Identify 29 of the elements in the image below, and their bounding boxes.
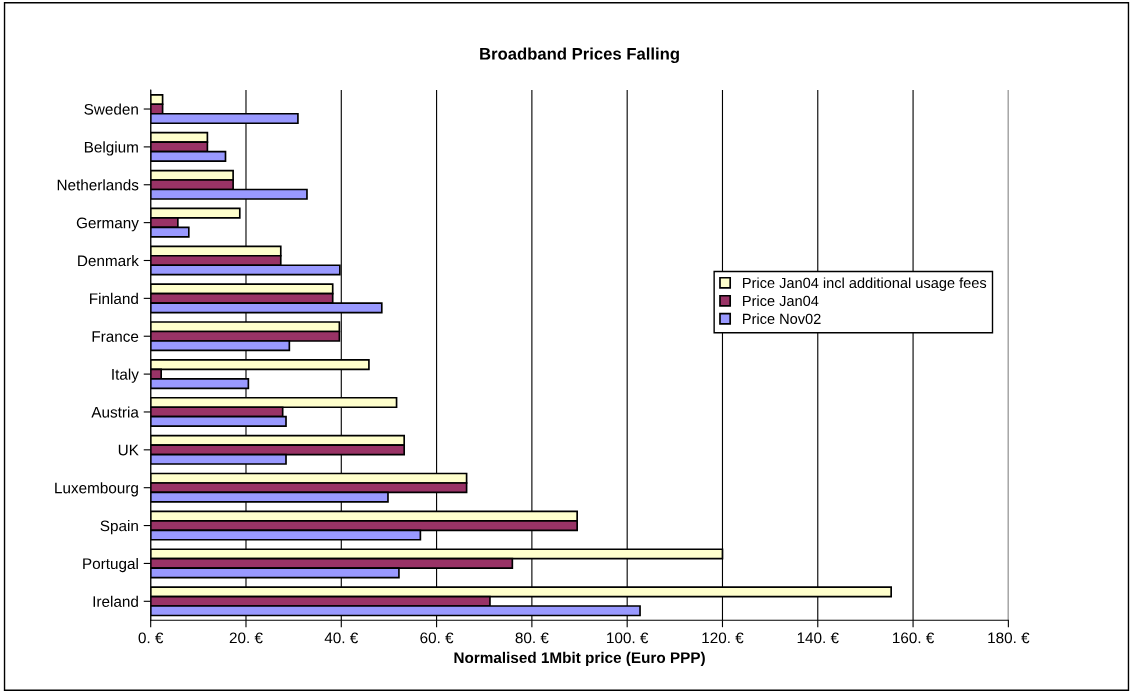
y-tick-label: Finland	[90, 292, 138, 305]
y-tick-label: France	[92, 331, 139, 342]
x-tick-label: 120. €	[702, 632, 744, 644]
legend-label: Price Jan04 incl additional usage fees	[743, 277, 987, 291]
legend-label: Price Jan04	[743, 295, 819, 307]
y-tick-label: Luxembourg	[55, 482, 138, 497]
x-tick-label: 100. €	[607, 632, 649, 644]
chart-title: Broadband Prices Falling	[480, 47, 679, 64]
x-tick-label: 60. €	[420, 632, 454, 644]
y-tick-label: Sweden	[84, 103, 138, 115]
y-tick-label: UK	[118, 444, 139, 456]
y-tick-label: Italy	[112, 368, 139, 383]
y-tick-label: Belgium	[84, 141, 138, 156]
x-tick-label: 140. €	[797, 632, 839, 644]
x-tick-label: 0. €	[138, 632, 164, 644]
x-axis-title: Normalised 1Mbit price (Euro PPP)	[454, 651, 705, 667]
x-tick-label: 20. €	[229, 632, 263, 644]
x-tick-label: 40. €	[324, 632, 359, 644]
x-tick-label: 160. €	[893, 632, 935, 644]
y-tick-label: Netherlands	[57, 179, 139, 191]
y-tick-label: Austria	[91, 406, 139, 418]
legend-label: Price Nov02	[743, 313, 821, 325]
x-tick-label: 80. €	[515, 632, 549, 644]
y-tick-label: Spain	[100, 520, 138, 535]
y-tick-label: Germany	[76, 217, 139, 232]
y-tick-label: Portugal	[83, 557, 138, 573]
y-tick-label: Denmark	[78, 254, 139, 267]
y-tick-label: Ireland	[93, 595, 138, 607]
x-tick-label: 180. €	[988, 632, 1030, 644]
